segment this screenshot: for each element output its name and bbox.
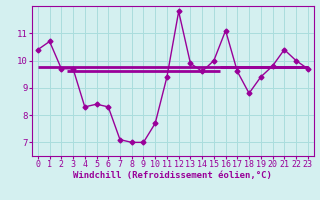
X-axis label: Windchill (Refroidissement éolien,°C): Windchill (Refroidissement éolien,°C) <box>73 171 272 180</box>
